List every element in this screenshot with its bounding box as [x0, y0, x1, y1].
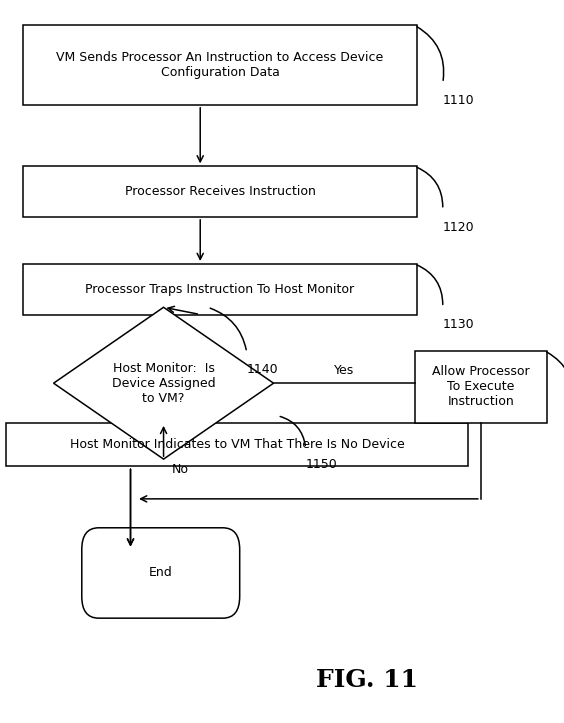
- Text: Host Monitor:  Is
Device Assigned
to VM?: Host Monitor: Is Device Assigned to VM?: [112, 362, 215, 405]
- Text: 1110: 1110: [443, 94, 474, 107]
- Text: Processor Traps Instruction To Host Monitor: Processor Traps Instruction To Host Moni…: [85, 283, 355, 296]
- FancyBboxPatch shape: [6, 423, 468, 466]
- FancyBboxPatch shape: [82, 528, 240, 618]
- FancyBboxPatch shape: [23, 25, 417, 105]
- Text: VM Sends Processor An Instruction to Access Device
Configuration Data: VM Sends Processor An Instruction to Acc…: [56, 51, 384, 79]
- Text: Yes: Yes: [334, 364, 354, 377]
- FancyBboxPatch shape: [23, 264, 417, 315]
- Text: 1150: 1150: [306, 458, 337, 471]
- Text: FIG. 11: FIG. 11: [316, 667, 417, 692]
- FancyBboxPatch shape: [415, 351, 547, 423]
- FancyBboxPatch shape: [23, 166, 417, 217]
- Text: No: No: [172, 463, 189, 476]
- Text: 1130: 1130: [443, 318, 474, 331]
- Text: Allow Processor
To Execute
Instruction: Allow Processor To Execute Instruction: [432, 365, 530, 408]
- Text: Host Monitor Indicates to VM That There Is No Device: Host Monitor Indicates to VM That There …: [69, 438, 404, 451]
- Polygon shape: [54, 307, 274, 459]
- Text: 1120: 1120: [443, 221, 474, 234]
- Text: End: End: [149, 567, 173, 579]
- Text: Processor Receives Instruction: Processor Receives Instruction: [125, 185, 315, 198]
- Text: 1140: 1140: [246, 364, 279, 376]
